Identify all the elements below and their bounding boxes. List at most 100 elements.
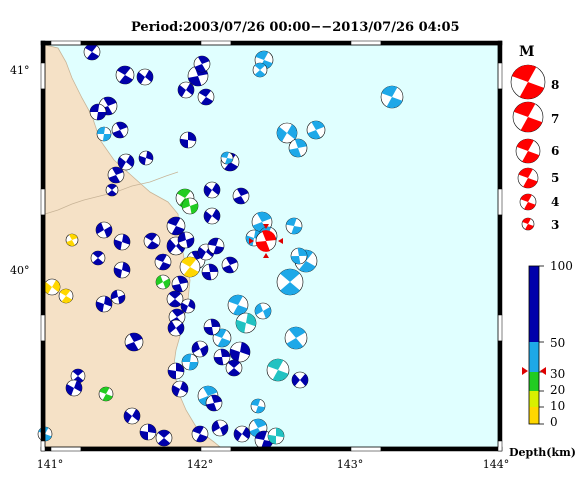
event-68	[167, 319, 185, 337]
event-56	[58, 288, 74, 304]
event-84	[250, 398, 266, 414]
event-77	[291, 371, 309, 389]
event-51	[171, 275, 189, 293]
magnitude-label-5: 5	[551, 171, 560, 185]
magnitude-label-6: 6	[551, 144, 560, 158]
event-76	[266, 358, 290, 382]
event-87	[155, 429, 173, 447]
event-47	[90, 250, 106, 266]
lat-label-40: 40°	[10, 264, 30, 277]
event-89	[211, 419, 229, 437]
event-44	[201, 263, 219, 281]
depth-bar-segment-0	[529, 266, 539, 342]
event-48	[113, 261, 131, 279]
event-75	[167, 362, 185, 380]
event-69	[284, 326, 308, 350]
event-28	[232, 187, 250, 205]
event-55	[43, 278, 61, 296]
event-29	[203, 207, 221, 225]
event-35	[65, 233, 79, 247]
event-marker-icon	[263, 224, 269, 229]
magnitude-label-8: 8	[551, 78, 560, 92]
event-43	[207, 237, 225, 255]
event-23	[138, 150, 154, 166]
event-8	[177, 81, 195, 99]
event-16	[288, 138, 308, 158]
event-32	[285, 217, 303, 235]
latest-event	[249, 224, 283, 258]
depth-tick-50: 50	[550, 336, 566, 350]
event-38	[143, 232, 161, 250]
event-12	[111, 121, 129, 139]
event-59	[166, 290, 184, 308]
event-71	[229, 341, 251, 363]
event-34	[166, 216, 186, 236]
event-64	[235, 312, 257, 334]
depth-tick-20: 20	[550, 383, 566, 397]
event-1	[83, 43, 101, 61]
magnitude-ball-4	[519, 193, 537, 211]
depth-marker-left-icon	[522, 367, 528, 375]
frame-bars	[40, 40, 503, 452]
depth-bar-segment-2	[529, 372, 539, 391]
magnitude-ball-5	[517, 167, 539, 189]
map-frame	[37, 40, 503, 452]
event-18	[380, 85, 404, 109]
event-65	[212, 328, 232, 348]
event-marker-icon	[249, 238, 254, 244]
event-46	[179, 256, 201, 278]
depth-marker-right-icon	[540, 367, 546, 375]
event-80	[98, 386, 114, 402]
event-5	[193, 55, 211, 73]
event-53	[290, 247, 308, 265]
event-40	[177, 231, 195, 249]
event-7	[252, 62, 268, 78]
magnitude-ball-3	[521, 217, 535, 231]
event-20	[220, 151, 234, 165]
depth-tick-100: 100	[550, 259, 573, 273]
event-81	[171, 380, 189, 398]
magnitude-ball-7	[512, 101, 544, 133]
event-85	[123, 407, 141, 425]
lon-label-141: 141°	[36, 458, 64, 471]
lon-label-144: 144°	[482, 458, 510, 471]
event-14	[179, 131, 197, 149]
event-24	[105, 183, 119, 197]
magnitude-label-4: 4	[551, 195, 560, 209]
event-21	[117, 153, 135, 171]
lat-label-41: 41°	[10, 64, 30, 77]
event-45	[221, 256, 239, 274]
magnitude-ball-8	[510, 64, 546, 100]
lon-label-143: 143°	[336, 458, 364, 471]
magnitude-legend-title: M	[519, 44, 535, 60]
event-58	[110, 289, 126, 305]
event-62	[227, 294, 249, 316]
event-15	[276, 122, 298, 144]
event-36	[95, 221, 113, 239]
event-17	[306, 120, 326, 140]
magnitude-label-3: 3	[551, 218, 560, 232]
event-marker-icon	[263, 253, 269, 258]
event-37	[113, 233, 131, 251]
events-layer	[37, 43, 404, 450]
event-67	[124, 332, 144, 352]
event-22	[107, 166, 125, 184]
event-72	[213, 348, 231, 366]
event-63	[254, 302, 272, 320]
depth-bar-segment-4	[529, 407, 539, 424]
event-83	[205, 394, 223, 412]
lon-label-142: 142°	[186, 458, 214, 471]
event-79	[65, 379, 83, 397]
event-73	[225, 359, 243, 377]
depth-color-bar	[528, 265, 544, 425]
event-86	[139, 423, 157, 441]
event-88	[191, 425, 209, 443]
event-57	[95, 295, 113, 313]
event-26	[181, 197, 199, 215]
event-9	[197, 88, 215, 106]
magnitude-label-7: 7	[551, 112, 560, 126]
depth-tick-10: 10	[550, 399, 566, 413]
event-3	[136, 68, 154, 86]
event-marker-icon	[278, 238, 283, 244]
